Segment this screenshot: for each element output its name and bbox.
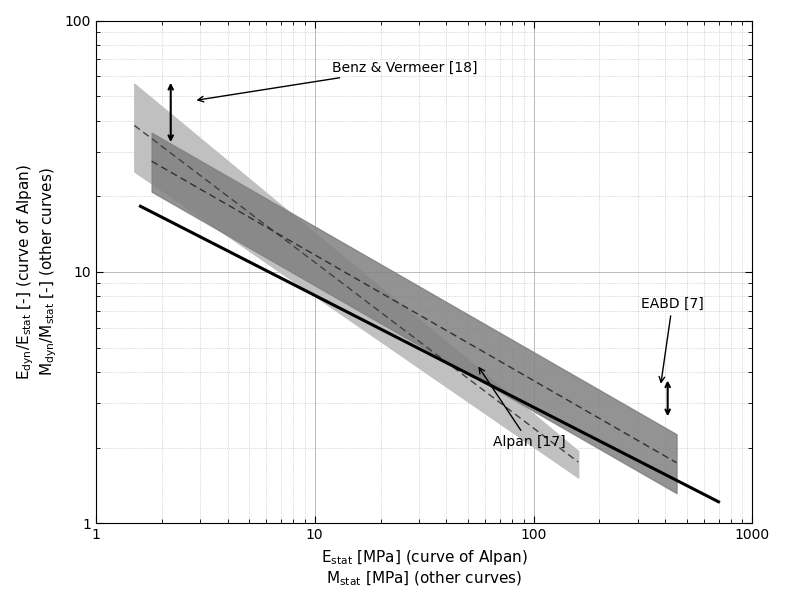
Text: EABD [7]: EABD [7]: [641, 297, 704, 382]
Text: Alpan [17]: Alpan [17]: [479, 368, 565, 449]
Y-axis label: $\mathregular{E_{dyn}}$/$\mathregular{E_{stat}}$ [-] (curve of Alpan)
$\mathregu: $\mathregular{E_{dyn}}$/$\mathregular{E_…: [15, 164, 59, 380]
X-axis label: $\mathregular{E_{stat}}$ [MPa] (curve of Alpan)
$\mathregular{M_{stat}}$ [MPa] (: $\mathregular{E_{stat}}$ [MPa] (curve of…: [320, 548, 528, 588]
Text: Benz & Vermeer [18]: Benz & Vermeer [18]: [198, 60, 477, 102]
